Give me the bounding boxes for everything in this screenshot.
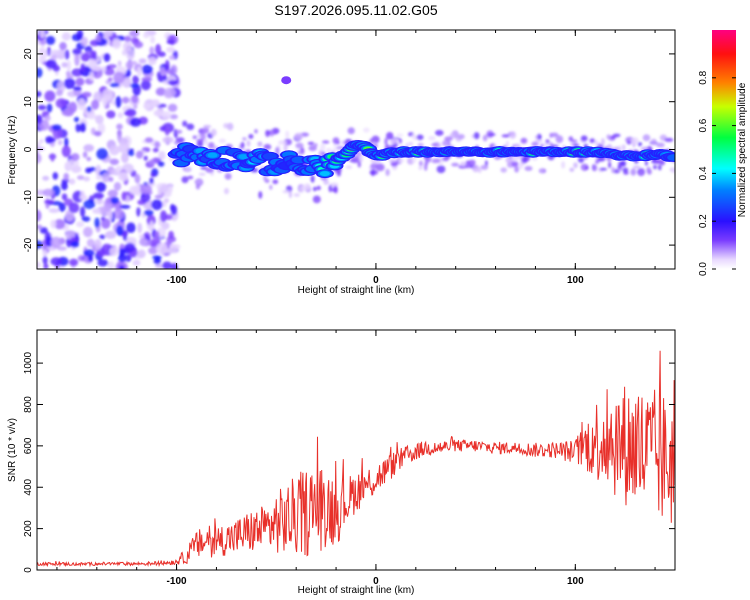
chart-title: S197.2026.095.11.02.G05 [274, 2, 437, 18]
colorbar-label: Normalized spectral amplitude [737, 82, 748, 217]
spectrogram-xlabel: Height of straight line (km) [298, 285, 415, 296]
snr-ylabel: SNR (10 * v/v) [7, 418, 18, 482]
spectrogram-ylabel: Frequency (Hz) [7, 116, 18, 185]
y-tick-label: -10 [23, 190, 34, 205]
isolated-blob [281, 76, 292, 85]
colorbar-tick-label: 0.6 [698, 118, 709, 132]
snr-series-line [37, 350, 675, 568]
y-tick-label: 0 [23, 146, 34, 152]
y-tick-label: 1000 [23, 352, 34, 375]
x-tick-label: 100 [567, 275, 584, 286]
y-tick-label: 10 [23, 96, 34, 108]
y-tick-label: 20 [23, 48, 34, 60]
snr-xlabel: Height of straight line (km) [298, 585, 415, 596]
spectral-ridge [167, 140, 675, 179]
x-tick-label: -100 [167, 275, 187, 286]
colorbar-tick-label: 0.4 [698, 166, 709, 180]
colorbar-gradient [712, 30, 736, 269]
y-tick-label: 200 [23, 520, 34, 537]
y-tick-label: 800 [23, 396, 34, 413]
x-tick-label: 100 [567, 576, 584, 587]
colorbar-tick-label: 0.2 [698, 214, 709, 228]
colorbar-ticks: 0.0 0.2 0.4 0.6 0.8 [698, 70, 736, 276]
colorbar-tick-label: 0.0 [698, 262, 709, 276]
snr-frame [36, 329, 676, 571]
colorbar-tick-label: 0.8 [698, 70, 709, 84]
colorbar: 0.0 0.2 0.4 0.6 0.8 Normalized spectral ampl… [698, 30, 748, 276]
x-tick-label: 0 [373, 576, 379, 587]
y-tick-label: 600 [23, 437, 34, 454]
x-tick-label: -100 [167, 576, 187, 587]
y-tick-label: -20 [23, 237, 34, 252]
x-tick-label: 0 [373, 275, 379, 286]
y-tick-label: 0 [23, 567, 34, 573]
spectrogram-heatmap [37, 30, 675, 269]
y-tick-label: 400 [23, 478, 34, 495]
